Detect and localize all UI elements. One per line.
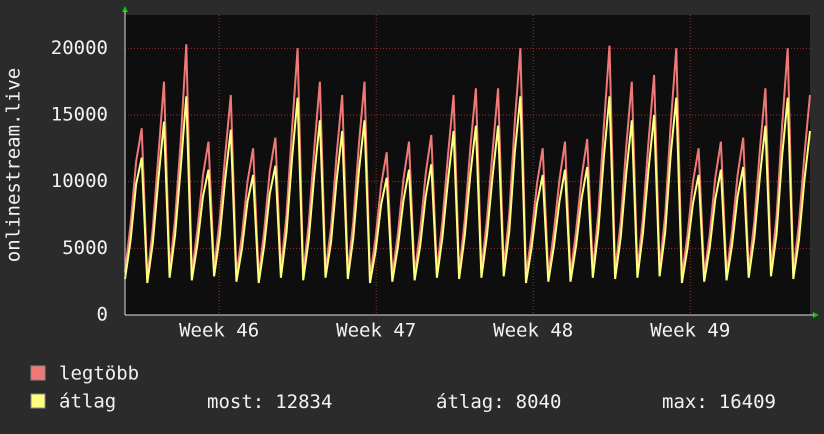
axis-arrow [813, 312, 819, 318]
axis-arrow [122, 6, 128, 12]
y-tick-label: 0 [97, 304, 108, 326]
legend-label: legtöbb [59, 363, 139, 385]
legend-swatch [30, 393, 46, 409]
legend-stat: átlag: 8040 [436, 391, 561, 413]
x-tick-label: Week 46 [179, 320, 259, 342]
stat-label: most: [207, 391, 264, 413]
y-tick-label: 10000 [51, 170, 108, 192]
x-tick-label: Week 48 [493, 320, 573, 342]
x-tick-label: Week 49 [650, 320, 730, 342]
legend-label: átlag [59, 391, 116, 413]
legend-stat: most: 12834 [207, 391, 332, 413]
stat-value: 8040 [516, 391, 562, 413]
legend-swatch [30, 365, 46, 381]
stat-label: max: [662, 391, 708, 413]
y-tick-label: 5000 [62, 237, 108, 259]
legend-stat: max: 16409 [662, 391, 776, 413]
stat-label: átlag: [436, 391, 505, 413]
series-line [124, 44, 811, 278]
series-line [124, 96, 811, 284]
stat-value: 16409 [719, 391, 776, 413]
x-tick-label: Week 47 [336, 320, 416, 342]
y-axis-label: onlinestream.live [3, 68, 25, 262]
y-tick-label: 20000 [51, 37, 108, 59]
y-tick-label: 15000 [51, 104, 108, 126]
stat-value: 12834 [275, 391, 332, 413]
